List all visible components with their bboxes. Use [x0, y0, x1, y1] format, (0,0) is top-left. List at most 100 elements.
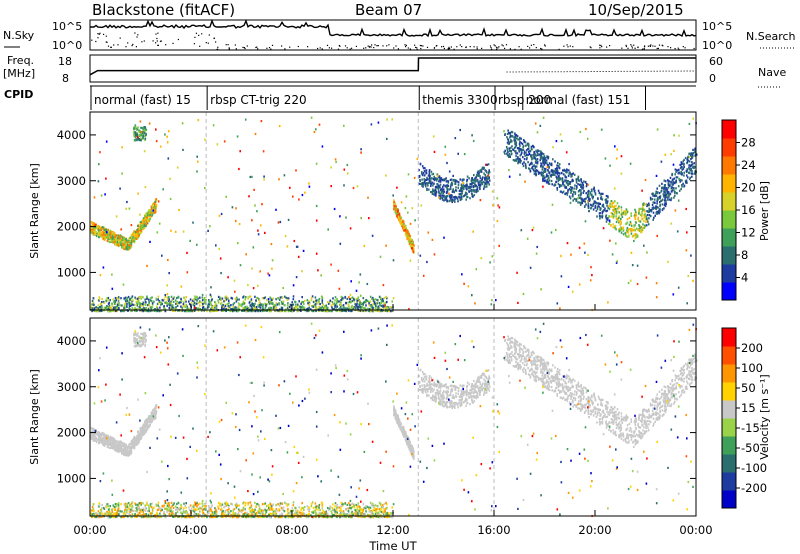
power-cell [564, 186, 566, 189]
power-cell [431, 192, 434, 195]
nsearch-point [205, 42, 207, 44]
power-cell [278, 298, 281, 301]
power-cell [594, 201, 596, 205]
velocity-cell [261, 503, 264, 506]
power-cell [562, 182, 564, 185]
power-cell [527, 142, 530, 145]
power-cell [615, 242, 617, 245]
power-cell [534, 170, 536, 173]
power-cell [283, 304, 286, 307]
power-cell [300, 302, 302, 305]
power-cell [629, 162, 632, 165]
power-cell [196, 299, 198, 302]
power-cell [462, 184, 465, 187]
power-cell [633, 239, 635, 243]
power-cell [324, 306, 326, 309]
power-cell [146, 304, 149, 307]
nsearch-point [505, 44, 508, 46]
nsearch-point [566, 44, 568, 46]
power-cell [140, 134, 143, 137]
power-cell [232, 305, 234, 308]
power-cell [124, 306, 126, 309]
power-cell [346, 172, 349, 175]
power-cell [148, 215, 151, 218]
nsearch-point [447, 47, 449, 50]
velocity-cell [383, 508, 385, 511]
power-cell [353, 298, 356, 301]
power-cell [543, 163, 546, 166]
power-cell [192, 309, 195, 313]
power-cell [558, 163, 561, 166]
power-cell [163, 307, 166, 310]
nsearch-point [376, 45, 378, 47]
nsearch-point [165, 44, 167, 46]
power-cell [667, 191, 670, 194]
nsearch-point [110, 46, 112, 48]
power-cell [105, 300, 108, 303]
power-cell [620, 209, 623, 212]
power-cell [668, 180, 671, 183]
power-cell [271, 259, 274, 262]
nsearch-point [355, 45, 357, 47]
velocity-cell [264, 513, 267, 516]
power-cell [531, 158, 533, 161]
power-cell [601, 212, 604, 215]
power-cell [521, 162, 524, 165]
power-cell [109, 238, 111, 241]
power-cell [253, 307, 255, 310]
power-cell [366, 299, 369, 302]
power-cell [92, 222, 94, 225]
power-cell [675, 181, 678, 184]
power-cell [307, 302, 309, 305]
power-cell [346, 297, 349, 300]
power-cell [194, 308, 196, 311]
power-cell [333, 207, 336, 211]
power-cell [583, 180, 585, 183]
power-cell [587, 253, 589, 256]
power-cell [409, 237, 411, 240]
power-cell [115, 243, 118, 246]
nsearch-point [416, 48, 418, 50]
power-cell [476, 171, 479, 174]
power-cell [635, 214, 638, 217]
power-cell [132, 238, 134, 241]
power-cell [643, 220, 645, 223]
power-cell [431, 191, 433, 194]
power-cell [102, 266, 105, 269]
power-cell [257, 233, 260, 236]
power-cell [368, 302, 370, 305]
power-cell [100, 304, 103, 307]
power-cell [457, 200, 459, 203]
power-cell [196, 243, 198, 246]
velocity-cell [166, 510, 168, 513]
power-cell [559, 184, 562, 187]
power-cell [652, 193, 654, 196]
power-cell [221, 305, 223, 308]
power-cell [459, 192, 461, 196]
power-cell [130, 246, 132, 249]
power-cell [408, 242, 411, 245]
nave-series [506, 70, 697, 73]
power-cell [130, 224, 133, 227]
power-cell [691, 156, 693, 160]
power-cell [429, 181, 432, 184]
power-cell [451, 198, 453, 201]
power-cell [421, 183, 423, 186]
power-cell [690, 153, 693, 156]
power-cell [638, 210, 640, 213]
power-cell [454, 198, 456, 201]
power-cell [181, 306, 184, 309]
power-cell [340, 301, 342, 304]
power-cell [385, 306, 387, 310]
power-cell [97, 233, 99, 236]
power-cell [506, 152, 508, 155]
power-cell [270, 243, 273, 246]
power-cell [139, 131, 142, 134]
velocity-cell [237, 508, 240, 511]
colorbar-swatch [722, 210, 736, 229]
power-cell [481, 181, 484, 184]
power-cell [646, 204, 648, 208]
power-cell [193, 297, 196, 301]
